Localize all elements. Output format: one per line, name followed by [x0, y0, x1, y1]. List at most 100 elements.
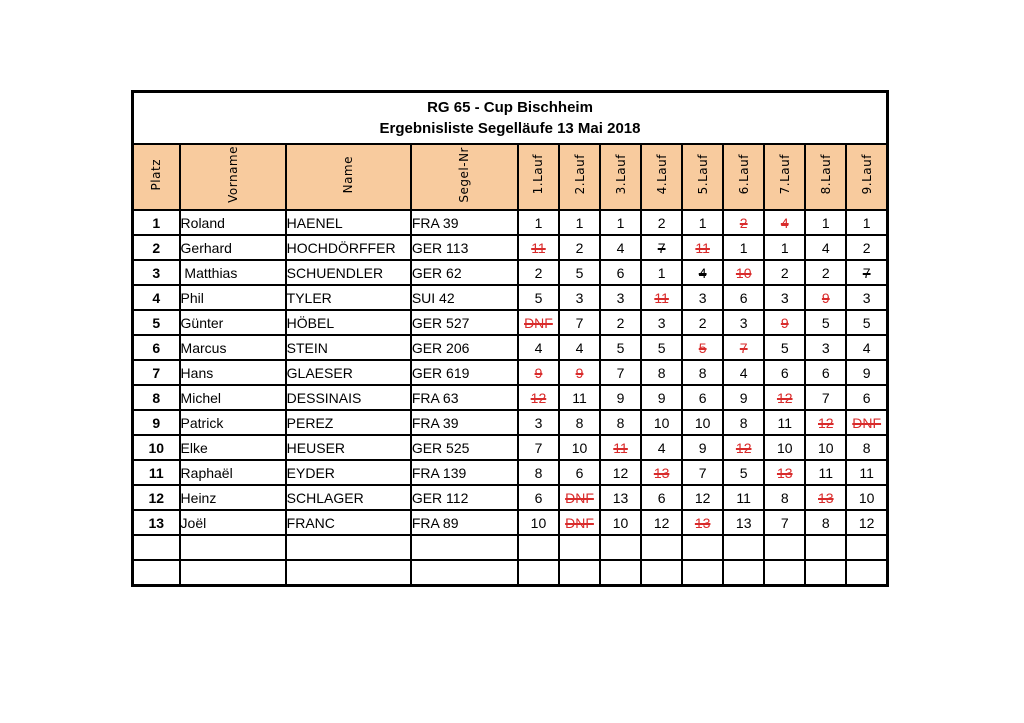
lauf-cell: 6 — [722, 284, 766, 311]
column-header-label: 3.Lauf — [613, 154, 628, 195]
empty-cell — [599, 559, 643, 587]
segelnr-cell: FRA 63 — [409, 384, 519, 411]
lauf-cell: 2 — [681, 309, 725, 336]
lauf-cell: 1 — [557, 209, 602, 236]
name-cell: EYDER — [284, 459, 412, 486]
empty-cell — [131, 534, 181, 561]
lauf-cell: 10 — [681, 409, 725, 436]
name-cell: STEIN — [284, 334, 412, 361]
name-cell: HEUSER — [284, 434, 412, 461]
vorname-cell: Hans — [178, 359, 287, 386]
lauf-cell: 7 — [763, 509, 807, 536]
column-header-label: 2.Lauf — [572, 154, 587, 195]
lauf-cell: 3 — [516, 409, 560, 436]
lauf-cell: 5 — [557, 259, 602, 286]
segelnr-cell: GER 525 — [409, 434, 519, 461]
lauf-cell: 9 — [722, 384, 766, 411]
lauf-cell: 8 — [516, 459, 560, 486]
table-row: 10 Elke HEUSER GER 525 7 10 11 4 9 12 10 10 8 — [131, 434, 889, 461]
lauf-cell: 6 — [804, 359, 848, 386]
empty-cell — [131, 559, 181, 587]
name-cell: HÖBEL — [284, 309, 412, 336]
lauf-cell: 6 — [599, 259, 643, 286]
empty-cell — [681, 559, 725, 587]
table-row: 13 Joël FRANC FRA 89 10 DNF 10 12 13 13 7 8 12 — [131, 509, 889, 536]
lauf-cell: 5 — [845, 309, 889, 336]
empty-row — [131, 559, 889, 587]
lauf-cell: 7 — [516, 434, 560, 461]
lauf-cell: 10 — [763, 434, 807, 461]
platz-cell: 6 — [131, 334, 181, 361]
vorname-cell: Michel — [178, 384, 287, 411]
lauf-cell: 6 — [845, 384, 889, 411]
lauf-cell: 13 — [722, 509, 766, 536]
lauf-cell: 2 — [557, 234, 602, 261]
vorname-cell: Joël — [178, 509, 287, 536]
empty-cell — [516, 559, 560, 587]
vorname-cell: Günter — [178, 309, 287, 336]
column-header-10: 7.Lauf — [763, 143, 807, 211]
title-line-1: RG 65 - Cup Bischheim — [427, 99, 593, 116]
column-header-2: Name — [284, 143, 412, 211]
column-header-9: 6.Lauf — [722, 143, 766, 211]
empty-cell — [640, 534, 684, 561]
name-cell: HOCHDÖRFFER — [284, 234, 412, 261]
column-header-label: 1.Lauf — [531, 154, 546, 195]
lauf-cell: 7 — [804, 384, 848, 411]
lauf-cell: 8 — [640, 359, 684, 386]
segelnr-cell: FRA 89 — [409, 509, 519, 536]
column-header-5: 2.Lauf — [557, 143, 602, 211]
empty-cell — [681, 534, 725, 561]
platz-cell: 9 — [131, 409, 181, 436]
lauf-cell: 7 — [722, 334, 766, 361]
lauf-cell: 3 — [681, 284, 725, 311]
lauf-cell: 6 — [763, 359, 807, 386]
lauf-cell: 5 — [640, 334, 684, 361]
lauf-cell: 12 — [516, 384, 560, 411]
name-cell: TYLER — [284, 284, 412, 311]
lauf-cell: 7 — [845, 259, 889, 286]
lauf-cell: 7 — [599, 359, 643, 386]
lauf-cell: 3 — [804, 334, 848, 361]
vorname-cell: Elke — [178, 434, 287, 461]
lauf-cell: 11 — [763, 409, 807, 436]
segelnr-cell: FRA 39 — [409, 209, 519, 236]
lauf-cell: 11 — [722, 484, 766, 511]
lauf-cell: 6 — [557, 459, 602, 486]
vorname-cell: Raphaël — [178, 459, 287, 486]
lauf-cell: 11 — [804, 459, 848, 486]
title-line-2: Ergebnisliste Segelläufe 13 Mai 2018 — [379, 120, 641, 137]
column-header-label: 5.Lauf — [695, 154, 710, 195]
lauf-cell: 2 — [763, 259, 807, 286]
vorname-cell: Matthias — [178, 259, 287, 286]
lauf-cell: 8 — [722, 409, 766, 436]
platz-cell: 3 — [131, 259, 181, 286]
column-header-label: Segel-Nr — [457, 146, 472, 203]
column-header-label: 6.Lauf — [736, 154, 751, 195]
empty-cell — [763, 534, 807, 561]
lauf-cell: 13 — [640, 459, 684, 486]
platz-cell: 8 — [131, 384, 181, 411]
empty-cell — [845, 534, 889, 561]
lauf-cell: 4 — [516, 334, 560, 361]
empty-cell — [722, 559, 766, 587]
column-header-label: 4.Lauf — [654, 154, 669, 195]
table-row: 2 Gerhard HOCHDÖRFFER GER 113 11 2 4 7 11 1 1 4 2 — [131, 234, 889, 261]
segelnr-cell: FRA 139 — [409, 459, 519, 486]
vorname-cell: Gerhard — [178, 234, 287, 261]
lauf-cell: 10 — [845, 484, 889, 511]
segelnr-cell: SUI 42 — [409, 284, 519, 311]
column-header-label: 9.Lauf — [859, 154, 874, 195]
empty-cell — [804, 559, 848, 587]
column-header-label: 7.Lauf — [777, 154, 792, 195]
lauf-cell: 2 — [804, 259, 848, 286]
empty-cell — [804, 534, 848, 561]
column-header-6: 3.Lauf — [599, 143, 643, 211]
lauf-cell: 1 — [804, 209, 848, 236]
lauf-cell: 11 — [516, 234, 560, 261]
name-cell: SCHLAGER — [284, 484, 412, 511]
lauf-cell: 12 — [763, 384, 807, 411]
lauf-cell: 1 — [763, 234, 807, 261]
segelnr-cell: GER 206 — [409, 334, 519, 361]
table-row: 8 Michel DESSINAIS FRA 63 12 11 9 9 6 9 12 7 6 — [131, 384, 889, 411]
